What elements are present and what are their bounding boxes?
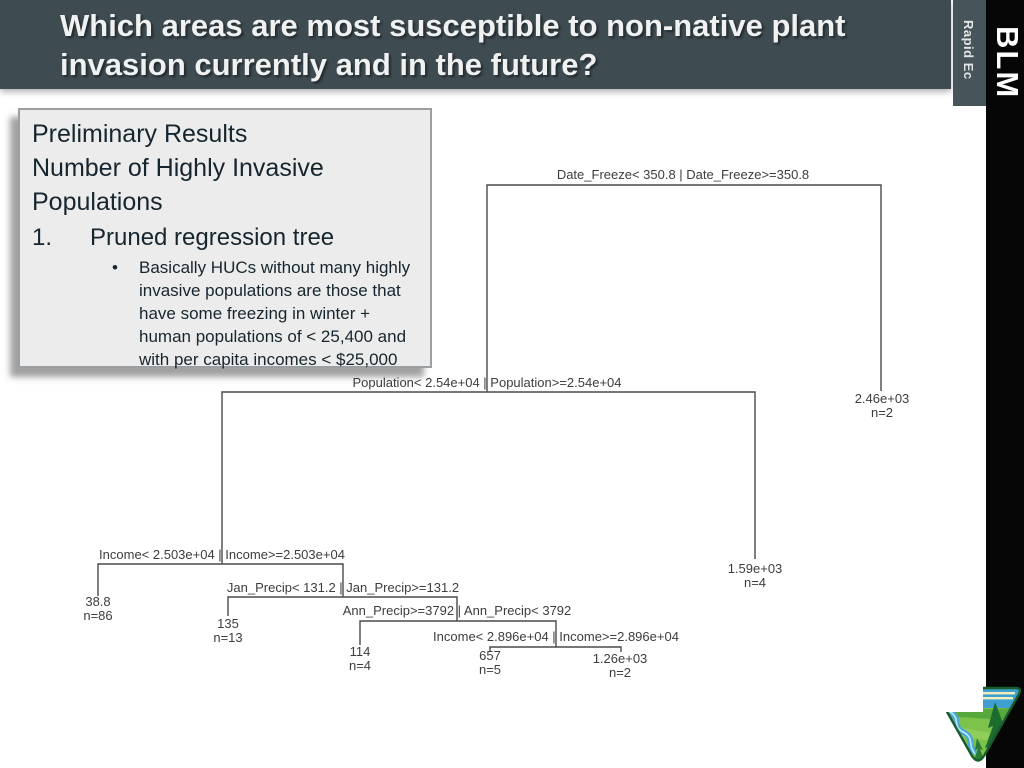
blm-side-bar: BLM bbox=[986, 0, 1024, 768]
blm-logo bbox=[933, 684, 1022, 762]
tree-branches bbox=[97, 184, 882, 652]
leaf-value: 135 bbox=[217, 616, 239, 631]
leaf-value: 657 bbox=[479, 648, 501, 663]
leaf-n: n=2 bbox=[609, 665, 631, 680]
leaf-n: n=4 bbox=[744, 575, 766, 590]
leaf-n: n=5 bbox=[479, 662, 501, 677]
results-heading-line2: Number of Highly Invasive Populations bbox=[32, 154, 324, 216]
leaf-value: 2.46e+03 bbox=[855, 391, 910, 406]
split-label-income-1: Income< 2.503e+04 | Income>=2.503e+04 bbox=[99, 547, 345, 562]
leaf-value: 38.8 bbox=[85, 594, 110, 609]
rapid-eco-strip: Rapid Ec bbox=[953, 0, 986, 106]
split-label-date-freeze: Date_Freeze< 350.8 | Date_Freeze>=350.8 bbox=[557, 167, 809, 182]
item-label: Pruned regression tree bbox=[90, 224, 335, 251]
results-box: Preliminary Results Number of Highly Inv… bbox=[18, 108, 432, 371]
leaf-value: 1.59e+03 bbox=[728, 561, 783, 576]
rapid-eco-vertical-label: Rapid Ec bbox=[961, 20, 976, 80]
tree-leaf-labels: 38.8 n=86 135 n=13 114 n=4 657 n=5 1.26e… bbox=[83, 391, 909, 680]
bullet-marker: • bbox=[112, 258, 118, 277]
split-label-income-2: Income< 2.896e+04 | Income>=2.896e+04 bbox=[433, 629, 679, 644]
split-label-jan-precip: Jan_Precip< 131.2 | Jan_Precip>=131.2 bbox=[227, 580, 459, 595]
leaf-value: 114 bbox=[350, 644, 371, 659]
tree-split-labels: Date_Freeze< 350.8 | Date_Freeze>=350.8 … bbox=[99, 167, 809, 644]
item-number: 1. bbox=[32, 224, 53, 251]
split-label-ann-precip: Ann_Precip>=3792 | Ann_Precip< 3792 bbox=[343, 603, 572, 618]
title-bar: Which areas are most susceptible to non-… bbox=[0, 0, 951, 89]
results-heading-line1: Preliminary Results bbox=[32, 120, 248, 148]
numbered-item: 1. Pruned regression tree bbox=[32, 222, 418, 253]
bullet-text: Basically HUCs without many highly invas… bbox=[139, 258, 411, 369]
white-overlap bbox=[933, 684, 983, 712]
blm-vertical-label: BLM bbox=[990, 26, 1024, 100]
leaf-n: n=86 bbox=[83, 608, 112, 623]
split-label-population: Population< 2.54e+04 | Population>=2.54e… bbox=[352, 375, 621, 390]
page-title: Which areas are most susceptible to non-… bbox=[60, 8, 846, 82]
leaf-n: n=2 bbox=[871, 405, 893, 420]
leaf-n: n=4 bbox=[349, 658, 371, 673]
leaf-n: n=13 bbox=[213, 630, 242, 645]
leaf-value: 1.26e+03 bbox=[593, 651, 648, 666]
bullet-item: • Basically HUCs without many highly inv… bbox=[32, 256, 418, 371]
